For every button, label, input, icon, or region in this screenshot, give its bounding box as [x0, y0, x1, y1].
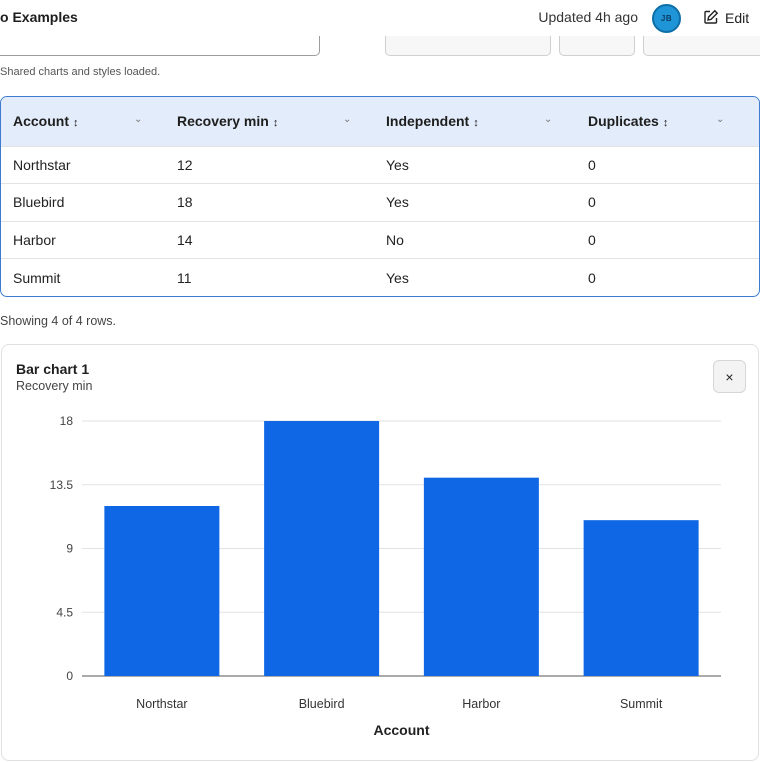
- cell-independent: Yes: [386, 269, 409, 286]
- page-title: o Examples: [0, 9, 78, 25]
- x-tick-label: Harbor: [462, 697, 500, 711]
- updated-timestamp: Updated 4h ago: [538, 9, 638, 25]
- bar: [104, 506, 220, 676]
- y-tick-label: 13.5: [50, 478, 74, 492]
- bar-chart: 0 4.5 9 13.5 18 Northstar Bluebird Harbor Summit…: [50, 414, 721, 738]
- cell-independent: Yes: [386, 156, 409, 173]
- chevron-down-icon[interactable]: ⌄: [716, 114, 725, 125]
- bar: [423, 477, 539, 676]
- cell-independent: No: [386, 231, 404, 248]
- chart-card: 0 4.5 9 13.5 18 Northstar Bluebird Harbor Summit…: [1, 344, 759, 761]
- top-bar: o Examples Updated 4h ago JB Edit: [0, 0, 760, 38]
- chart-title: Bar chart 1: [16, 361, 90, 377]
- cell-account: Bluebird: [13, 194, 65, 211]
- sort-icon[interactable]: ↕: [73, 117, 79, 130]
- avatar[interactable]: JB: [652, 4, 681, 33]
- chevron-down-icon[interactable]: ⌄: [343, 114, 352, 125]
- cell-account: Summit: [13, 269, 61, 286]
- column-header-recovery-min[interactable]: Recovery min ↕ ⌄: [177, 113, 352, 130]
- edit-icon: [703, 9, 719, 28]
- toolbar-button-1[interactable]: [385, 36, 551, 56]
- table-header-row: Account ↕ ⌄ Recovery min ↕ ⌄ Independent ↕ …: [1, 97, 759, 146]
- row-count-text: Showing 4 of 4 rows.: [0, 314, 117, 328]
- cell-account: Harbor: [13, 231, 56, 248]
- table-row[interactable]: Summit 11 Yes 0: [1, 258, 759, 297]
- sort-icon[interactable]: ↕: [473, 117, 479, 130]
- x-tick-label: Bluebird: [299, 697, 345, 711]
- cell-duplicates: 0: [588, 231, 596, 248]
- y-tick-label: 4.5: [56, 605, 73, 619]
- table-row[interactable]: Bluebird 18 Yes 0: [1, 183, 759, 222]
- toolbar-button-2[interactable]: [559, 36, 635, 56]
- cell-recovery-min: 18: [177, 194, 193, 211]
- column-header-duplicates[interactable]: Duplicates ↕ ⌄: [588, 113, 725, 130]
- bar: [264, 421, 380, 676]
- toolbar-button-3[interactable]: [643, 36, 760, 56]
- cell-independent: Yes: [386, 194, 409, 211]
- y-tick-label: 18: [60, 414, 74, 428]
- cell-recovery-min: 11: [177, 269, 192, 286]
- status-text: Shared charts and styles loaded.: [0, 66, 161, 78]
- cell-recovery-min: 12: [177, 156, 193, 173]
- table-row[interactable]: Northstar 12 Yes 0: [1, 146, 759, 184]
- table-row[interactable]: Harbor 14 No 0: [1, 221, 759, 259]
- cell-recovery-min: 14: [177, 231, 193, 248]
- sort-icon[interactable]: ↕: [662, 117, 669, 130]
- y-tick-label: 9: [66, 542, 73, 556]
- chevron-down-icon[interactable]: ⌄: [544, 114, 553, 125]
- sort-icon[interactable]: ↕: [272, 117, 279, 130]
- cell-duplicates: 0: [588, 156, 596, 173]
- column-header-independent[interactable]: Independent ↕ ⌄: [386, 113, 553, 130]
- y-tick-label: 0: [66, 669, 73, 683]
- chevron-down-icon[interactable]: ⌄: [134, 114, 143, 125]
- chart-subtitle: Recovery min: [16, 379, 93, 393]
- x-tick-label: Northstar: [136, 697, 187, 711]
- x-axis-title: Account: [374, 722, 430, 738]
- column-header-account[interactable]: Account ↕ ⌄: [13, 113, 143, 130]
- close-button[interactable]: ×: [713, 360, 746, 393]
- cell-duplicates: 0: [588, 269, 596, 286]
- bar: [583, 520, 699, 676]
- search-input[interactable]: [0, 36, 320, 56]
- cell-account: Northstar: [13, 156, 71, 173]
- cell-duplicates: 0: [588, 194, 596, 211]
- data-table: Account ↕ ⌄ Recovery min ↕ ⌄ Independent ↕ …: [0, 96, 760, 297]
- edit-button[interactable]: Edit: [703, 7, 749, 29]
- edit-label: Edit: [725, 10, 750, 26]
- x-tick-label: Summit: [620, 697, 663, 711]
